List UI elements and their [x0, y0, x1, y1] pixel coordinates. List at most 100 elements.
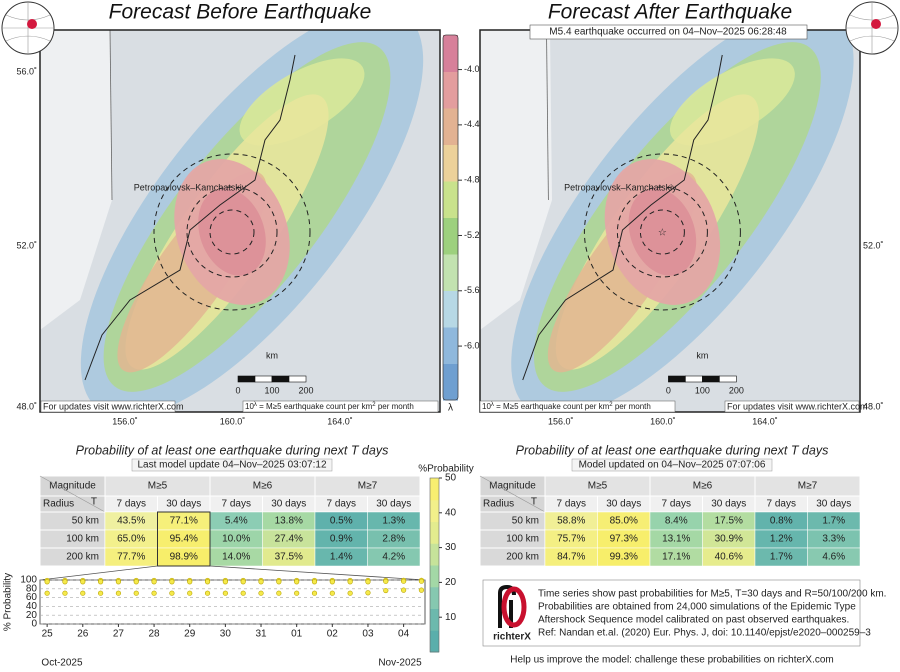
row-label: 50 km [512, 516, 539, 527]
data-point [44, 590, 50, 596]
data-point [115, 579, 122, 585]
header-text: 30 days [271, 499, 306, 510]
colorbar-segment [430, 630, 439, 653]
colorbar-segment [443, 254, 458, 291]
x-tick-label: 25 [42, 629, 54, 640]
density-note-part: = M≥5 earthquake count per km [257, 402, 373, 411]
probability-value: 10.0% [222, 534, 250, 545]
update-text: Last model update 04–Nov–2025 03:07:12 [137, 460, 326, 471]
header-text: M≥6 [253, 481, 273, 492]
header-text: 30 days [376, 499, 411, 510]
y-tick-label: 20 [26, 610, 38, 621]
colorbar-segment [430, 521, 439, 544]
data-point [294, 590, 300, 596]
header-text: 7 days [222, 499, 251, 510]
header-text: M≥5 [588, 481, 608, 492]
globe-grid [846, 2, 898, 54]
header-text: Magnitude [49, 481, 96, 492]
probability-value: 97.3% [610, 534, 638, 545]
intensity-zone [198, 188, 266, 276]
density-note-part: λ [491, 402, 494, 408]
density-note-part: λ [254, 402, 257, 408]
colorbar-segment [443, 144, 458, 182]
header-text: 7 days [117, 499, 146, 510]
row-label: 200 km [506, 552, 539, 563]
radius-circle [616, 186, 708, 278]
density-note-part: 10 [482, 402, 491, 411]
radius-circle [153, 153, 311, 311]
epicenter-star: ☆ [658, 228, 667, 239]
data-point [329, 579, 335, 585]
probability-value: 17.5% [715, 516, 743, 527]
colorbar-label: 30 [445, 542, 457, 553]
latitude-label: 48.0˚ [16, 401, 37, 411]
probability-value: 43.5% [117, 516, 145, 527]
data-point [240, 590, 246, 596]
longitude-label: 156.0˚ [112, 416, 138, 426]
data-point [276, 590, 282, 596]
data-point [222, 579, 228, 585]
header-text: 7 days [767, 499, 796, 510]
probability-value: 27.4% [275, 534, 303, 545]
probability-cell [367, 547, 421, 567]
info-line: Aftershock Sequence model calibrated on … [538, 615, 849, 626]
colorbar-segment [443, 181, 458, 218]
header-text: 30 days [816, 499, 851, 510]
probability-value: 84.7% [557, 552, 585, 563]
colorbar-frame [429, 477, 440, 653]
footer-link: For updates visit www.richterX.com [727, 401, 868, 411]
probability-value: 0.9% [330, 534, 353, 545]
header-text: M≥5 [148, 481, 168, 492]
probability-value: 4.2% [382, 552, 405, 563]
annotation-box [529, 24, 808, 40]
latitude-label: 56.0˚ [16, 66, 37, 76]
probability-value: 85.0% [610, 516, 638, 527]
zoom-connector [39, 565, 426, 581]
data-point [204, 579, 211, 585]
scale-segment [668, 375, 686, 383]
data-point [276, 579, 282, 585]
latitude-label: 48.0˚ [863, 401, 884, 411]
probability-value: 77.7% [117, 552, 145, 563]
data-point [294, 579, 300, 585]
colorbar-segment [443, 217, 458, 255]
probability-value: 1.3% [382, 516, 405, 527]
footer-box [479, 400, 676, 413]
row-label: 100 km [66, 534, 99, 545]
data-point [365, 579, 371, 585]
colorbar-segment [430, 478, 439, 501]
data-point [401, 578, 407, 584]
sea-region [480, 30, 552, 330]
data-point [383, 587, 389, 594]
probability-value: 3.3% [822, 534, 845, 545]
colorbar-label: -5.2 [464, 230, 480, 240]
probability-value: 13.8% [275, 516, 303, 527]
longitude-label: 160.0˚ [220, 416, 246, 426]
data-point [80, 590, 86, 596]
probability-value: 2.8% [382, 534, 405, 545]
scale-segment [702, 375, 720, 383]
data-point [240, 579, 246, 585]
x-tick-label: 30 [220, 629, 232, 640]
header-text: Radius [483, 499, 514, 510]
colorbar-label: 40 [445, 507, 457, 518]
longitude-label: 160.0˚ [650, 416, 676, 426]
data-point [151, 590, 157, 596]
probability-value: 0.5% [330, 516, 353, 527]
probability-value: 37.5% [275, 552, 303, 563]
row-label: 50 km [72, 516, 99, 527]
data-point [311, 590, 318, 596]
density-note-part: per month [613, 402, 651, 411]
header-text: 30 days [166, 499, 201, 510]
colorbar-segment [443, 35, 458, 72]
probability-cell [807, 547, 861, 567]
update-box [131, 458, 333, 472]
annotation: M5.4 earthquake occurred on 04–Nov–2025 … [549, 27, 787, 38]
radius-circle [186, 186, 278, 278]
globe-marker [27, 19, 37, 29]
data-point [62, 579, 68, 585]
scale-segment [719, 375, 737, 383]
colorbar-label: -4.0 [464, 64, 480, 74]
data-point [347, 590, 353, 596]
